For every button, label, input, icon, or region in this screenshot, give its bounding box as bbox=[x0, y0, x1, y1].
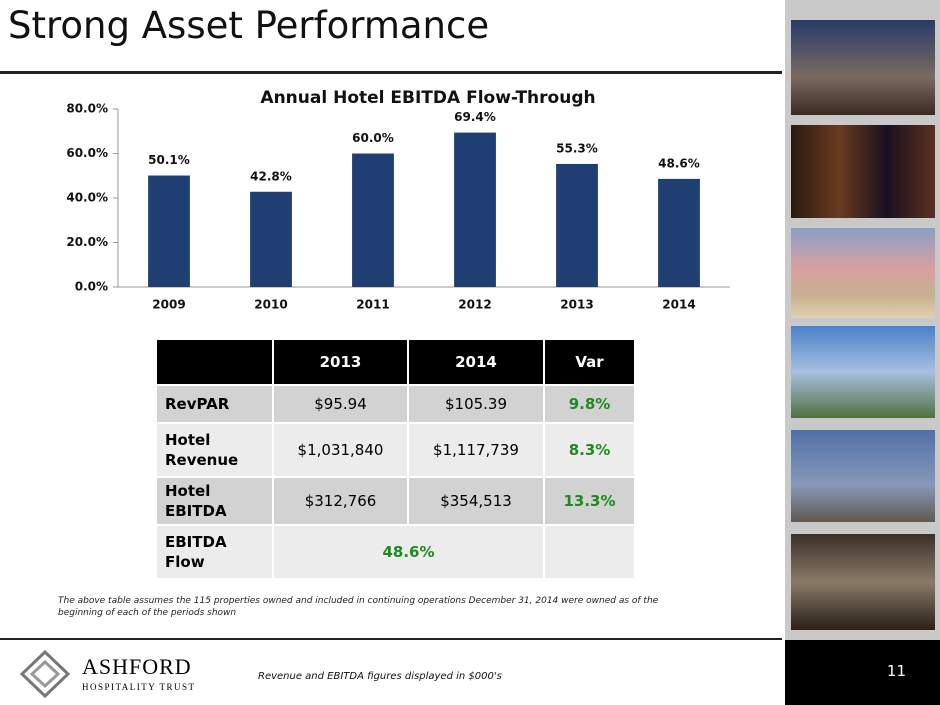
y-tick-label: 60.0% bbox=[66, 146, 108, 160]
logo-mark bbox=[20, 650, 71, 699]
x-tick-label: 2013 bbox=[560, 298, 593, 312]
row-label: EBITDA Flow bbox=[155, 524, 274, 580]
row-label: Hotel EBITDA bbox=[155, 476, 274, 526]
photo bbox=[791, 430, 935, 522]
chart-title: Annual Hotel EBITDA Flow-Through bbox=[260, 88, 595, 108]
header-cell: 2014 bbox=[407, 338, 545, 386]
row-label: Hotel Revenue bbox=[155, 422, 274, 478]
footnote: The above table assumes the 115 properti… bbox=[58, 596, 659, 618]
x-tick-label: 2011 bbox=[356, 298, 389, 312]
slide-title: Strong Asset Performance bbox=[8, 4, 490, 47]
header-cell: Var bbox=[543, 338, 636, 386]
value-label: 60.0% bbox=[352, 131, 394, 145]
y-tick-label: 80.0% bbox=[66, 102, 108, 116]
y-tick-label: 40.0% bbox=[66, 191, 108, 205]
data-table: 2013 2014 Var RevPAR $95.94 $105.39 9.8%… bbox=[155, 338, 636, 580]
value-label: 69.4% bbox=[454, 110, 496, 124]
cell: $1,117,739 bbox=[407, 422, 545, 478]
cell: $312,766 bbox=[272, 476, 409, 526]
y-tick-label: 20.0% bbox=[66, 235, 108, 249]
value-label: 50.1% bbox=[148, 153, 190, 167]
cell: $1,031,840 bbox=[272, 422, 409, 478]
header-cell bbox=[155, 338, 274, 386]
cell: 48.6% bbox=[272, 524, 545, 580]
bar bbox=[352, 153, 394, 287]
logo-name: ASHFORD bbox=[82, 654, 192, 679]
title-rule bbox=[0, 71, 782, 74]
photo bbox=[791, 228, 935, 318]
row-label: RevPAR bbox=[155, 384, 274, 424]
x-tick-label: 2010 bbox=[254, 298, 287, 312]
cell: $95.94 bbox=[272, 384, 409, 424]
photo bbox=[791, 326, 935, 418]
photo-column bbox=[785, 0, 940, 640]
cell: $354,513 bbox=[407, 476, 545, 526]
cell: 13.3% bbox=[543, 476, 636, 526]
chart: Annual Hotel EBITDA Flow-Through 0.0% 20.… bbox=[66, 88, 730, 312]
logo-mark bbox=[29, 659, 61, 689]
x-tick-label: 2014 bbox=[662, 298, 695, 312]
photo bbox=[791, 20, 935, 115]
bar bbox=[556, 163, 598, 287]
photo bbox=[791, 125, 935, 218]
cell bbox=[543, 524, 636, 580]
bar bbox=[250, 191, 292, 287]
y-tick-label: 0.0% bbox=[75, 280, 108, 294]
value-label: 55.3% bbox=[556, 141, 598, 155]
x-tick-label: 2009 bbox=[152, 298, 185, 312]
page-number-box: 11 bbox=[785, 640, 940, 705]
bar bbox=[148, 175, 190, 287]
x-tick-label: 2012 bbox=[458, 298, 491, 312]
cell: $105.39 bbox=[407, 384, 545, 424]
units-note: Revenue and EBITDA figures displayed in … bbox=[258, 671, 502, 682]
footer-rule bbox=[0, 638, 782, 640]
value-label: 48.6% bbox=[658, 156, 700, 170]
logo-tagline: HOSPITALITY TRUST bbox=[82, 682, 196, 692]
page-number: 11 bbox=[886, 662, 906, 680]
value-label: 42.8% bbox=[250, 169, 292, 183]
cell: 8.3% bbox=[543, 422, 636, 478]
photo bbox=[791, 534, 935, 630]
header-cell: 2013 bbox=[272, 338, 409, 386]
bar bbox=[658, 178, 700, 287]
bar bbox=[454, 132, 496, 287]
cell: 9.8% bbox=[543, 384, 636, 424]
logo: ASHFORD HOSPITALITY TRUST bbox=[20, 650, 196, 699]
